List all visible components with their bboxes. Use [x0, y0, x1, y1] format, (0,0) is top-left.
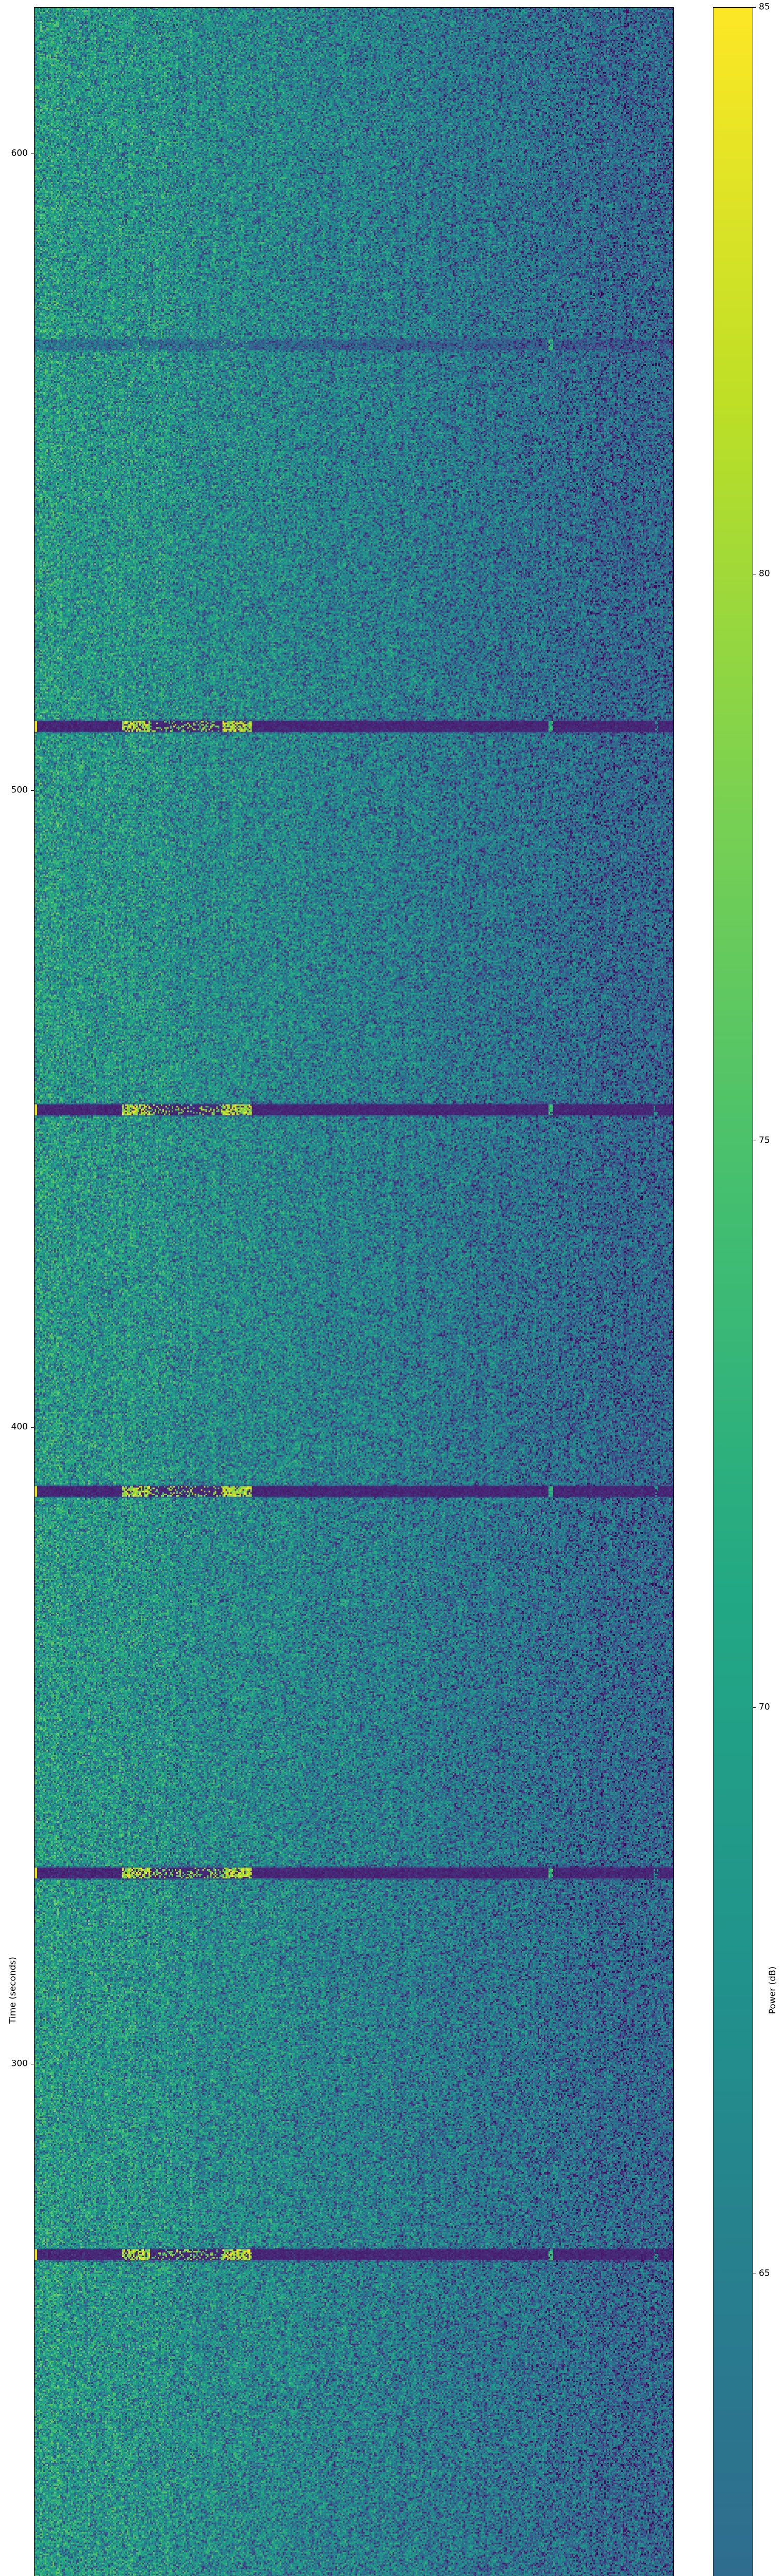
- y-axis-label: Time (seconds): [8, 1957, 18, 2024]
- colorbar: [713, 7, 753, 2576]
- colorbar-tick-mark: [753, 1707, 756, 1708]
- y-tick-mark: [31, 790, 34, 791]
- y-tick-label: 500: [11, 785, 28, 795]
- colorbar-tick-label: 75: [759, 1135, 770, 1146]
- spectrogram-heatmap: [34, 7, 674, 2576]
- y-tick-label: 400: [11, 1421, 28, 1432]
- y-tick-label: 600: [11, 148, 28, 159]
- colorbar-tick-mark: [753, 7, 756, 8]
- colorbar-tick-label: 85: [759, 2, 770, 12]
- colorbar-tick-label: 70: [759, 1702, 770, 1713]
- colorbar-tick-label: 80: [759, 568, 770, 579]
- y-tick-mark: [31, 1427, 34, 1428]
- colorbar-tick-label: 65: [759, 2268, 770, 2279]
- y-tick-label: 300: [11, 2058, 28, 2069]
- colorbar-gradient: [713, 8, 753, 2576]
- colorbar-label: Power (dB): [768, 1966, 778, 2014]
